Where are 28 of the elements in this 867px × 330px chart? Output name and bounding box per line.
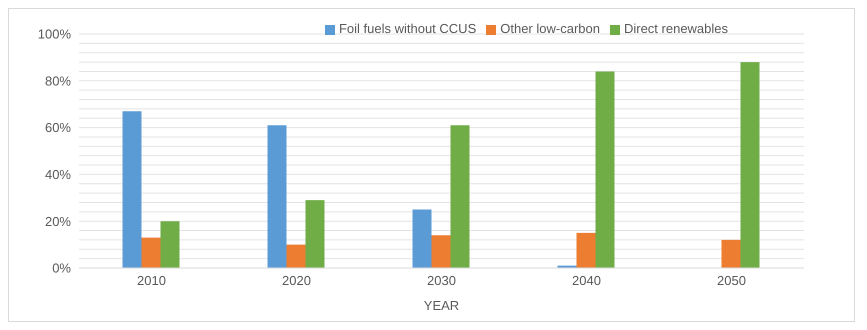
x-tick-label: 2020	[282, 273, 311, 288]
y-tick-label: 20%	[44, 214, 72, 229]
y-tick-label: 60%	[44, 120, 72, 136]
bar	[306, 200, 324, 268]
bar	[142, 238, 160, 268]
y-tick-label: 0%	[52, 260, 72, 276]
legend-label: Foil fuels without CCUS	[338, 21, 476, 36]
bar	[160, 221, 180, 268]
bar	[740, 62, 760, 268]
x-tick-label: 2030	[427, 273, 456, 288]
y-tick-label: 80%	[44, 73, 72, 88]
legend-label: Direct renewables	[624, 21, 728, 36]
y-tick-label: 40%	[44, 167, 72, 182]
bar	[268, 125, 286, 268]
bar	[432, 235, 450, 268]
x-tick-label: 2010	[137, 273, 166, 288]
bar	[722, 240, 740, 268]
bar	[576, 232, 596, 268]
x-tick-label: 2050	[717, 273, 746, 288]
bar	[412, 210, 432, 268]
bar	[450, 125, 470, 268]
bar	[596, 71, 614, 268]
x-axis-title: YEAR	[424, 298, 460, 313]
bar	[286, 244, 306, 268]
bar	[122, 111, 142, 268]
legend-label: Other low-carbon	[500, 21, 600, 36]
x-tick-label: 2040	[572, 273, 601, 288]
y-tick-label: 100%	[38, 26, 72, 42]
